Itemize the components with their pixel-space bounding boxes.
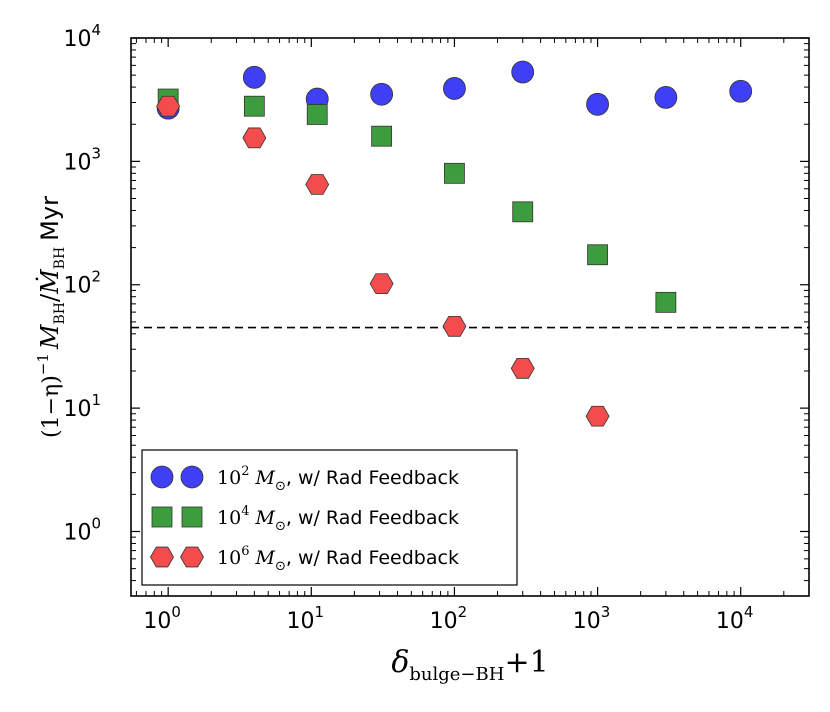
legend-mass-exponent: 6 [241, 544, 249, 559]
y-tick-base: 10 [63, 274, 91, 299]
hexagon-point [442, 315, 467, 337]
x-tick-label: 102 [430, 603, 468, 634]
square-point [371, 125, 393, 147]
square-point [512, 201, 534, 223]
legend-mass-exponent: 4 [241, 504, 249, 519]
square-point [587, 244, 608, 266]
x-tick-exponent: 1 [315, 603, 325, 621]
x-tick-label: 101 [287, 603, 325, 634]
hexagon-point [156, 95, 181, 117]
y-tick-label: 101 [63, 391, 101, 422]
data-marks [156, 60, 753, 427]
y-title-slash: / [36, 293, 64, 302]
circle-point [443, 77, 466, 100]
legend-label: 102 M⊙, w/ Rad Feedback [217, 464, 459, 494]
legend-suffix: , w/ Rad Feedback [286, 507, 459, 529]
y-tick-exponent: 2 [91, 268, 101, 286]
series-square [157, 88, 677, 313]
legend-suffix: , w/ Rad Feedback [286, 467, 459, 489]
square-point [306, 104, 328, 125]
hexagon-point [242, 127, 267, 149]
square-point [444, 162, 465, 184]
x-title-symbol: δ [391, 645, 409, 680]
circle-point [654, 86, 678, 109]
square-point [243, 95, 265, 117]
x-tick-exponent: 2 [458, 603, 468, 621]
x-tick-label: 103 [573, 603, 611, 634]
y-title-unit: Myr [36, 196, 64, 241]
legend-marker-circle [150, 465, 174, 489]
y-tick-label: 102 [63, 268, 101, 299]
hexagon-point [369, 273, 394, 295]
legend-mass-base: 10 [217, 467, 241, 489]
y-title-numerator-sub: BH [52, 302, 68, 325]
y-axis-title: (1−η)−1MBH/ṀBHMyr [34, 196, 68, 438]
legend-mass-base: 10 [217, 507, 241, 529]
y-tick-label: 103 [63, 144, 101, 175]
legend-marker-circle [180, 465, 204, 489]
legend-marker-hexagon [150, 546, 174, 568]
square-point [655, 291, 677, 313]
legend-mass-symbol: M [249, 507, 275, 529]
y-tick-exponent: 4 [91, 21, 101, 39]
y-tick-label: 104 [63, 21, 101, 52]
hexagon-point [585, 405, 610, 427]
hexagon-point [510, 358, 535, 379]
x-tick-exponent: 4 [744, 603, 754, 621]
x-tick-exponent: 0 [171, 603, 181, 621]
y-tick-base: 10 [63, 520, 91, 545]
plot-frame [130, 37, 810, 597]
legend-label: 104 M⊙, w/ Rad Feedback [217, 504, 459, 534]
series-hexagon [156, 95, 610, 427]
y-title-superscript: −1 [34, 353, 52, 375]
circle-point [729, 79, 753, 103]
x-tick-label: 100 [143, 603, 181, 634]
x-title-suffix: +1 [504, 645, 548, 680]
y-title-prefix: (1−η) [39, 375, 64, 438]
y-tick-base: 10 [63, 397, 91, 422]
legend-mass-subscript: ⊙ [275, 519, 286, 534]
y-title-denominator: Ṁ [35, 268, 64, 295]
x-axis-title-group: δbulge−BH+1 [391, 645, 548, 685]
circle-point [511, 60, 535, 84]
legend-mass-base: 10 [217, 547, 241, 569]
x-tick-base: 10 [573, 609, 601, 634]
y-axis-title-group: (1−η)−1MBH/ṀBHMyr [34, 196, 68, 438]
x-tick-base: 10 [430, 609, 458, 634]
circle-point [586, 92, 609, 116]
legend-marker-square [151, 506, 173, 528]
y-tick-exponent: 0 [91, 514, 101, 532]
legend-mass-subscript: ⊙ [275, 479, 286, 494]
x-tick-base: 10 [716, 609, 744, 634]
legend-mass-symbol: M [249, 547, 275, 569]
legend-mass-symbol: M [249, 467, 275, 489]
y-tick-label: 100 [63, 514, 101, 545]
x-title-subscript: bulge−BH [409, 664, 504, 685]
y-tick-base: 10 [63, 150, 91, 175]
legend-box [141, 449, 518, 586]
legend-mass-exponent: 2 [241, 464, 249, 479]
circle-point [370, 82, 394, 106]
legend-mass-subscript: ⊙ [275, 559, 286, 574]
hexagon-point [305, 174, 330, 195]
legend-label: 106 M⊙, w/ Rad Feedback [217, 544, 459, 574]
x-tick-label: 104 [716, 603, 754, 634]
x-axis-title: δbulge−BH+1 [391, 645, 548, 685]
x-tick-exponent: 3 [601, 603, 611, 621]
y-tick-exponent: 1 [91, 391, 101, 409]
x-tick-base: 10 [287, 609, 315, 634]
x-tick-base: 10 [143, 609, 171, 634]
legend-marker-hexagon [180, 546, 204, 568]
circle-point [242, 65, 266, 89]
y-title-numerator: M [36, 323, 64, 350]
legend-suffix: , w/ Rad Feedback [286, 547, 459, 569]
y-tick-base: 10 [63, 27, 91, 52]
y-title-denominator-sub: BH [52, 247, 68, 270]
legend-marker-square [181, 506, 203, 528]
y-tick-exponent: 3 [91, 144, 101, 162]
